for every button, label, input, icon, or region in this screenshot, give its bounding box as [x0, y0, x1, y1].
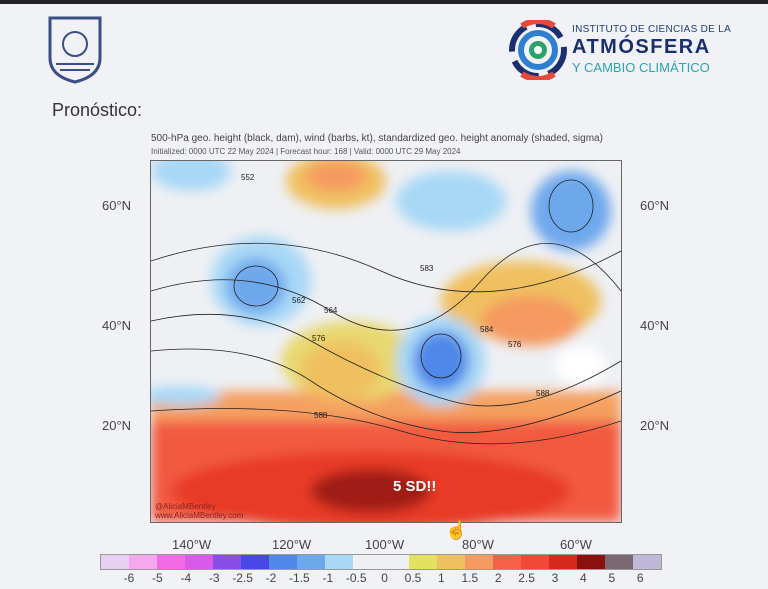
colorbar-swatch — [325, 555, 353, 569]
map-subtitle: Initialized: 0000 UTC 22 May 2024 | Fore… — [151, 147, 461, 156]
lat-label: 20°N — [102, 418, 132, 433]
contour-label: 552 — [241, 173, 255, 182]
unam-seal-logo — [48, 16, 102, 84]
colorbar-tick-label: -6 — [123, 571, 135, 585]
contour-label: 588 — [314, 411, 328, 420]
colorbar-tick-label: -3 — [208, 571, 220, 585]
colorbar-tick-label: -5 — [152, 571, 163, 585]
colorbar-swatch — [437, 555, 465, 569]
institute-line1: INSTITUTO DE CIENCIAS DE LA — [572, 24, 732, 35]
colorbar-tick-label: 1.5 — [461, 571, 479, 585]
contour-label: 564 — [324, 306, 338, 315]
colorbar-swatch — [493, 555, 521, 569]
colorbar-swatch — [241, 555, 269, 569]
colorbar-swatch — [101, 555, 129, 569]
colorbar-swatch — [521, 555, 549, 569]
colorbar-swatch — [213, 555, 241, 569]
colorbar-tick-label: 5 — [608, 571, 616, 585]
colorbar-tick-label: 2.5 — [518, 571, 535, 585]
colorbar-swatch — [297, 555, 325, 569]
weather-map — [150, 160, 622, 523]
credit-handle: @AliciaMBentley — [155, 502, 216, 511]
colorbar-swatch — [465, 555, 493, 569]
colorbar-tick-label: -2.5 — [232, 571, 253, 585]
lat-label: 40°N — [640, 318, 670, 333]
colorbar-tick-label: 2 — [494, 571, 502, 585]
lat-label: 40°N — [102, 318, 132, 333]
contour-label: 588 — [536, 389, 550, 398]
colorbar-swatch — [269, 555, 297, 569]
colorbar-tick-label: -0.5 — [345, 571, 367, 585]
hand-cursor-icon: ☝ — [445, 520, 468, 540]
contour-label: 576 — [508, 340, 522, 349]
contour-label: 576 — [312, 334, 326, 343]
lat-label: 60°N — [640, 198, 670, 213]
colorbar-swatch — [129, 555, 157, 569]
colorbar-swatch — [381, 555, 409, 569]
lon-label: 80°W — [462, 537, 494, 552]
top-bar — [0, 0, 768, 4]
lon-label: 60°W — [560, 537, 592, 552]
colorbar-swatch — [605, 555, 633, 569]
contour-label: 584 — [480, 325, 494, 334]
map-title: 500-hPa geo. height (black, dam), wind (… — [151, 133, 603, 144]
colorbar-tick-label: -2 — [265, 571, 277, 585]
colorbar-swatch — [633, 555, 661, 569]
colorbar-swatch — [549, 555, 577, 569]
colorbar-tick-label: 0 — [381, 571, 388, 585]
colorbar-tick-label: 4 — [580, 571, 587, 585]
colorbar-tick-label: -1.5 — [289, 571, 310, 585]
colorbar-tick-label: 1 — [438, 571, 445, 585]
contour-label: 583 — [420, 264, 434, 273]
colorbar-swatch — [185, 555, 213, 569]
institute-name: INSTITUTO DE CIENCIAS DE LA ATMÓSFERA Y … — [572, 24, 731, 75]
contour-label: 562 — [292, 296, 306, 305]
colorbar-swatch — [577, 555, 605, 569]
icacc-logo — [509, 20, 567, 80]
lon-label: 120°W — [272, 537, 312, 552]
colorbar-tick-label: 3 — [551, 571, 559, 585]
colorbar-tick-label: -4 — [180, 571, 192, 585]
colorbar-swatch — [157, 555, 185, 569]
institute-line2: ATMÓSFERA — [572, 36, 711, 58]
colorbar-tick-label: 6 — [636, 571, 644, 585]
colorbar-swatch — [353, 555, 381, 569]
map-credit: @AliciaMBentley www.AliciaMBentley.com — [155, 502, 243, 520]
anomaly-annotation: 5 SD!! — [393, 478, 437, 495]
colorbar-swatch — [409, 555, 437, 569]
credit-url: www.AliciaMBentley.com — [155, 511, 244, 520]
lat-label: 20°N — [640, 418, 670, 433]
lat-label: 60°N — [102, 198, 132, 213]
lon-label: 100°W — [365, 537, 405, 552]
colorbar-tick-label: -1 — [322, 571, 334, 585]
colorbar-tick-label: 0.5 — [404, 571, 422, 585]
lon-label: 140°W — [172, 537, 212, 552]
institute-line3: Y CAMBIO CLIMÁTICO — [572, 60, 710, 75]
slide-title: Pronóstico: — [52, 100, 143, 120]
colorbar — [100, 554, 662, 570]
